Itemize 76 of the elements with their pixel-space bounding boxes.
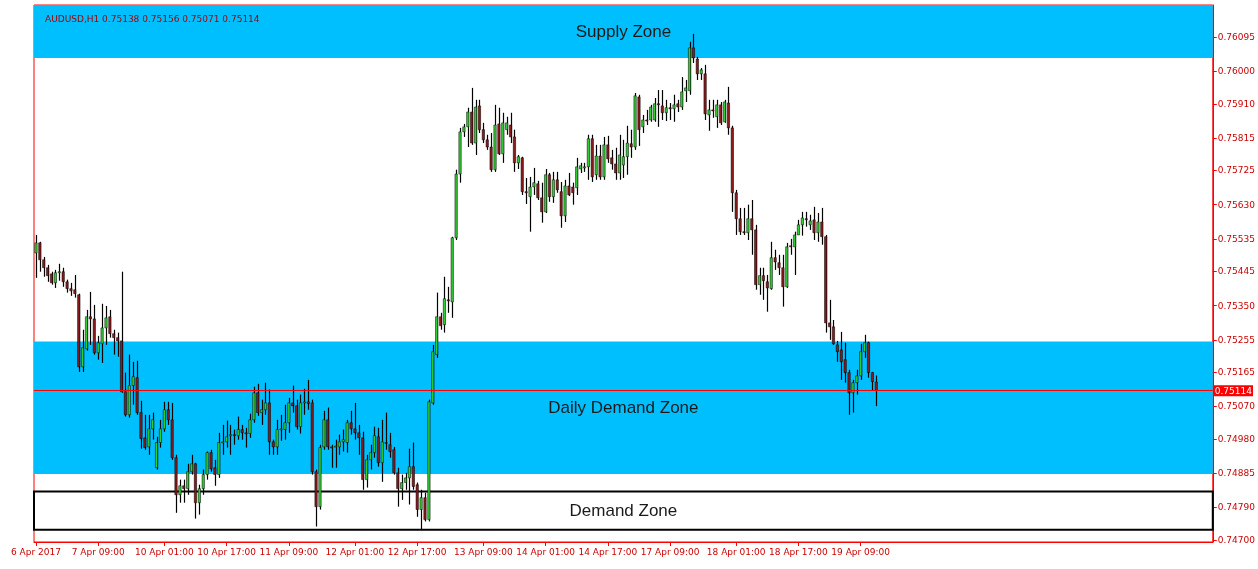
x-tick-label: 14 Apr 17:00	[578, 546, 638, 557]
candlestick	[874, 374, 878, 407]
candlestick	[256, 383, 260, 417]
candlestick	[528, 176, 532, 233]
y-tick-label: 0.75815	[1217, 132, 1255, 143]
band-label: Daily Demand Zone	[548, 398, 699, 418]
y-tick-label: 0.75165	[1217, 367, 1255, 378]
text: AUDUSD,H1 0.75138 0.75156 0.75071 0.75114	[45, 13, 260, 24]
candlestick	[283, 404, 287, 441]
candlestick	[664, 99, 668, 122]
candlestick	[229, 424, 232, 456]
candlestick	[345, 419, 349, 454]
ref-line-label: 0.75114	[1214, 385, 1253, 396]
candlestick	[839, 331, 843, 381]
y-tick-label: 0.74980	[1217, 433, 1256, 444]
candlestick	[656, 89, 660, 128]
candlestick	[742, 207, 746, 236]
candlestick	[100, 303, 104, 364]
candlestick	[625, 125, 629, 176]
y-tick-label: 0.74700	[1217, 534, 1256, 545]
candlestick	[209, 449, 213, 473]
x-tick-label: 12 Apr 01:00	[325, 546, 385, 557]
candlestick	[551, 171, 555, 204]
band-label: Demand Zone	[569, 501, 678, 521]
candlestick	[275, 419, 279, 456]
y-tick-label: 0.75535	[1217, 233, 1255, 244]
candlestick	[618, 134, 622, 181]
candlestick	[715, 99, 719, 129]
candlestick	[711, 99, 715, 119]
y-tick-label: 0.74790	[1217, 502, 1256, 513]
candlestick	[680, 76, 684, 111]
x-tick-label: 12 Apr 17:00	[387, 546, 447, 557]
candlestick	[598, 144, 602, 181]
candlestick	[816, 212, 820, 243]
candlestick	[653, 97, 657, 123]
candlestick	[800, 211, 804, 237]
candlestick	[61, 267, 65, 288]
y-tick-label: 0.75725	[1217, 165, 1255, 176]
candlestick	[380, 419, 384, 483]
candlestick	[812, 206, 816, 241]
y-tick-label: 0.75070	[1217, 401, 1256, 412]
candlestick	[621, 139, 625, 179]
x-tick-label: 17 Apr 09:00	[640, 546, 700, 557]
y-tick-label: 0.75445	[1217, 266, 1255, 277]
y-tick-label: 0.74885	[1217, 468, 1255, 479]
candlestick	[719, 101, 723, 126]
x-tick-label: 10 Apr 01:00	[134, 546, 194, 557]
candlestick	[835, 340, 839, 363]
y-tick-label: 0.75910	[1217, 98, 1256, 109]
candlestick	[334, 439, 338, 469]
candlestick	[236, 415, 240, 441]
x-tick-label: 14 Apr 01:00	[516, 546, 576, 557]
candlestick	[299, 394, 302, 435]
candlestick	[762, 267, 765, 301]
candlestick	[672, 94, 676, 123]
x-tick-label: 7 Apr 09:00	[71, 546, 125, 557]
candlestick	[147, 414, 151, 456]
y-tick-label: 0.75350	[1217, 300, 1256, 311]
x-tick-label: 13 Apr 09:00	[453, 546, 513, 557]
x-tick-label: 18 Apr 01:00	[706, 546, 766, 557]
candlestick	[353, 402, 357, 441]
candlestick	[614, 147, 618, 181]
x-tick-label: 19 Apr 09:00	[831, 546, 891, 557]
candlestick	[746, 204, 750, 241]
x-tick-label: 10 Apr 17:00	[197, 546, 257, 557]
y-tick-label: 0.76095	[1217, 32, 1255, 43]
x-tick-label: 6 Apr 2017	[10, 546, 61, 557]
band-label: Supply Zone	[575, 21, 672, 41]
candlestick	[443, 276, 446, 334]
x-tick-label: 11 Apr 09:00	[259, 546, 319, 557]
candlestick	[466, 107, 470, 148]
x-tick-label: 18 Apr 17:00	[769, 546, 829, 557]
candlestick	[34, 234, 38, 279]
y-tick-label: 0.76000	[1217, 66, 1256, 77]
y-tick-label: 0.75255	[1217, 334, 1255, 345]
y-tick-label: 0.75630	[1217, 199, 1256, 210]
